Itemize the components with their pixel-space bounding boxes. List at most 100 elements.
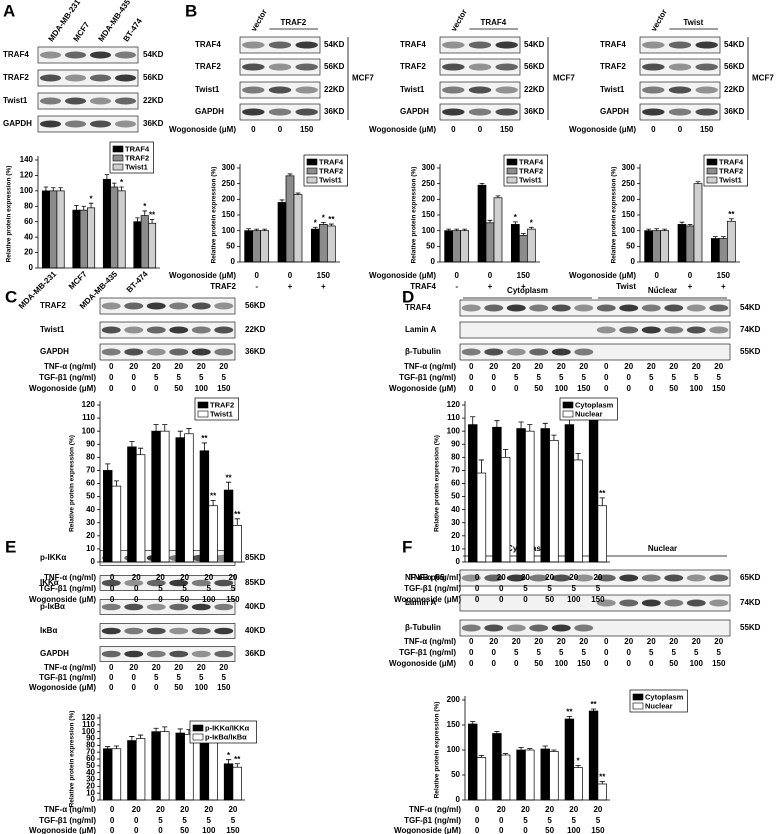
band <box>642 108 665 116</box>
condition-value: 5 <box>559 373 564 382</box>
blot-strip <box>99 575 236 591</box>
band <box>695 63 718 71</box>
x-row-value: 20 <box>228 805 237 814</box>
x-row-value: 20 <box>545 573 554 582</box>
significance: ** <box>328 215 335 224</box>
panel-letter: A <box>3 1 15 20</box>
bar <box>184 433 194 563</box>
x-row-value: 50 <box>545 595 554 604</box>
error-bar <box>518 421 524 429</box>
blot-row-label: NF-κB p65 <box>405 573 445 582</box>
bar <box>199 450 210 563</box>
x-row-value: 5 <box>572 584 577 593</box>
bar <box>56 190 65 269</box>
condition-label: TNF-α (ng/ml) <box>404 637 456 646</box>
error-bar <box>646 228 652 231</box>
bar <box>693 183 703 263</box>
x-row-value: 5 <box>523 816 528 825</box>
band <box>101 326 121 334</box>
bar <box>87 207 96 269</box>
band <box>146 650 166 658</box>
x-row-value: 5 <box>158 584 163 593</box>
bar <box>148 222 157 269</box>
band <box>506 624 526 632</box>
legend-swatch <box>306 158 318 166</box>
error-bar <box>551 434 557 441</box>
error-bar <box>478 459 485 474</box>
y-tick-label: 30 <box>451 518 460 527</box>
band <box>642 63 665 71</box>
legend-label: p-IκBα/IκBα <box>205 732 247 741</box>
condition-value: 5 <box>672 373 677 382</box>
band <box>295 86 318 94</box>
band <box>551 574 571 582</box>
blot-strip <box>99 297 236 315</box>
band <box>115 51 136 59</box>
band <box>529 348 549 356</box>
legend-label: Cytoplasm <box>575 400 614 409</box>
x-row-value: 0 <box>454 271 459 280</box>
error-bar <box>113 480 120 487</box>
band <box>295 41 318 49</box>
blot-row-label: TRAF4 <box>400 40 426 49</box>
blot-kd: 54KD <box>524 40 545 49</box>
condition-value: 5 <box>514 373 519 382</box>
condition-value: 50 <box>669 384 678 393</box>
bar <box>199 739 210 801</box>
y-tick-label: 50 <box>451 770 460 779</box>
y-tick-label: 20 <box>451 531 460 540</box>
blot-row-label: GAPDH <box>600 107 629 116</box>
compartment: Nuclear <box>648 286 677 295</box>
legend-swatch <box>192 724 204 732</box>
significance: * <box>577 757 581 766</box>
error-bar <box>320 222 326 225</box>
blot-kd: 55KD <box>740 347 761 356</box>
error-bar <box>137 734 144 739</box>
y-tick-label: 50 <box>451 492 460 501</box>
legend-label: TRAF2 <box>210 400 234 409</box>
lane-label: TRAF2 <box>280 18 306 27</box>
error-bar <box>81 205 86 211</box>
x-row-value: 20 <box>204 805 213 814</box>
y-tick-label: 0 <box>91 795 96 804</box>
x-row-label: TGF-β1 (ng/ml) <box>39 584 96 593</box>
error-bar <box>551 749 557 752</box>
band <box>169 326 189 334</box>
blot-kd: 36KD <box>724 107 745 116</box>
blot-kd: 22KD <box>524 85 545 94</box>
blot-kd: 40KD <box>245 602 266 611</box>
band <box>124 326 144 334</box>
blot-row-label: TRAF4 <box>405 303 431 312</box>
condition-value: 100 <box>555 659 569 668</box>
x-row-value: 0 <box>475 805 480 814</box>
x-row-label: TRAF4 <box>410 282 436 291</box>
blot-kd: 22KD <box>724 85 745 94</box>
x-row-value: 0 <box>254 271 259 280</box>
band <box>484 304 504 312</box>
x-row-value: 5 <box>596 816 601 825</box>
error-bar <box>177 430 183 438</box>
condition-value: 20 <box>647 362 656 371</box>
x-row-value: 150 <box>226 826 240 834</box>
blot-strip <box>99 623 236 639</box>
blot-row-label: Twist1 <box>3 96 28 105</box>
bar <box>223 489 234 563</box>
x-row-value: 0 <box>110 573 115 582</box>
x-row-value: 0 <box>134 826 139 834</box>
x-row-value: 0 <box>110 816 115 825</box>
condition-label: Wogonoside (μM) <box>389 384 456 393</box>
error-bar <box>74 205 79 211</box>
condition-value: 0 <box>132 384 137 393</box>
condition-value: 5 <box>582 373 587 382</box>
error-bar <box>542 745 548 749</box>
condition-value: 0 <box>109 373 114 382</box>
significance: * <box>314 218 318 227</box>
error-bar <box>512 221 518 225</box>
y-tick-label: 10 <box>451 544 460 553</box>
error-bar <box>479 182 485 186</box>
error-bar <box>527 748 533 750</box>
condition-value: 50 <box>534 384 543 393</box>
band <box>709 574 729 582</box>
band <box>242 63 265 71</box>
blot-strip <box>99 646 236 662</box>
